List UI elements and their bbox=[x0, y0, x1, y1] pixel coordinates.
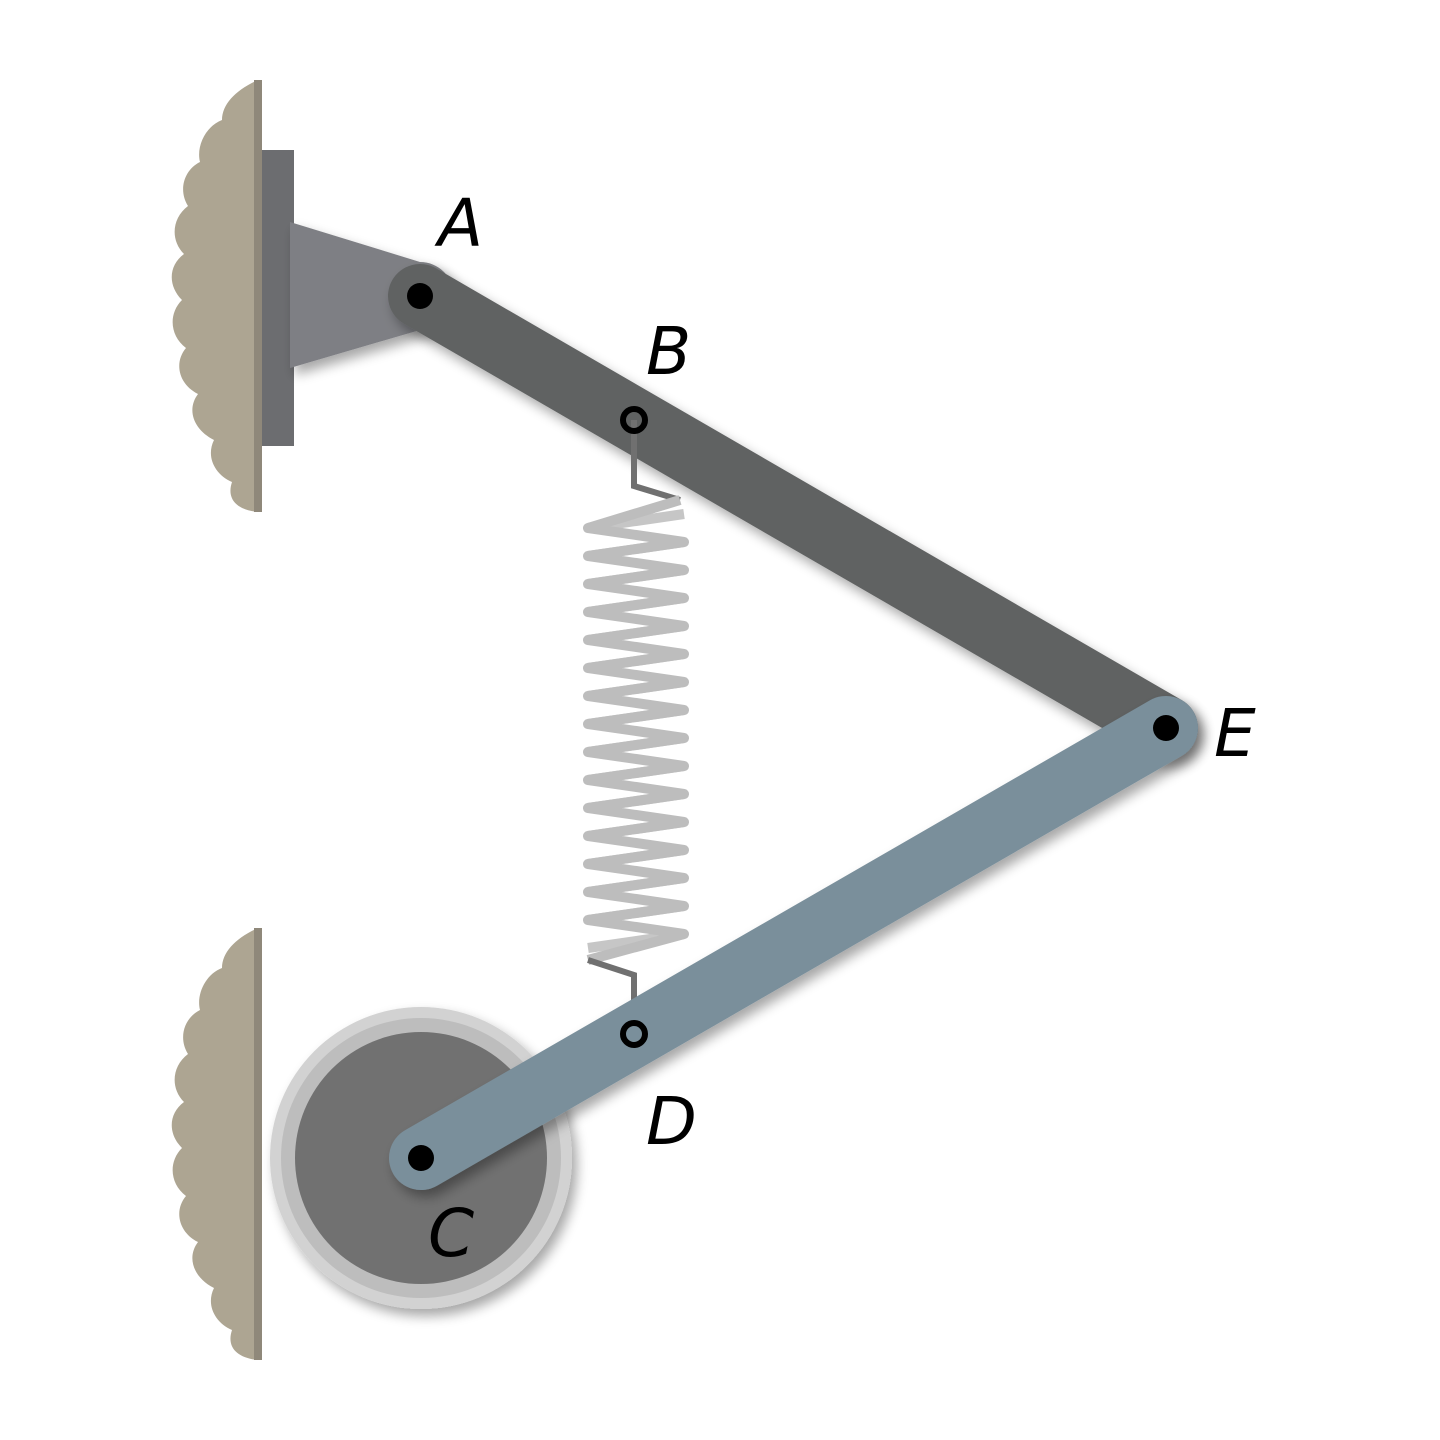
pin-A bbox=[407, 283, 433, 309]
label-E: E bbox=[1214, 695, 1256, 772]
mount-plate bbox=[262, 150, 294, 446]
lower-wall bbox=[171, 928, 262, 1360]
spring-coils bbox=[583, 495, 689, 965]
label-C: C bbox=[428, 1195, 474, 1272]
pin-bracket-A bbox=[290, 222, 454, 368]
pin-E bbox=[1153, 715, 1179, 741]
lower-wall-edge bbox=[254, 928, 262, 1360]
spring-hook-top bbox=[631, 420, 681, 503]
label-D: D bbox=[646, 1083, 697, 1160]
pin-B bbox=[620, 406, 648, 434]
upper-wall bbox=[171, 80, 262, 512]
label-B: B bbox=[646, 313, 691, 390]
spring-BD bbox=[583, 420, 689, 1032]
label-A: A bbox=[434, 185, 483, 262]
link-CE bbox=[389, 696, 1198, 1190]
pin-D bbox=[620, 1020, 648, 1048]
link-AE bbox=[388, 264, 1198, 760]
upper-wall-edge bbox=[254, 80, 262, 512]
upper-wall-body bbox=[171, 80, 258, 512]
lower-wall-body bbox=[171, 928, 258, 1360]
pin-C bbox=[408, 1145, 434, 1171]
